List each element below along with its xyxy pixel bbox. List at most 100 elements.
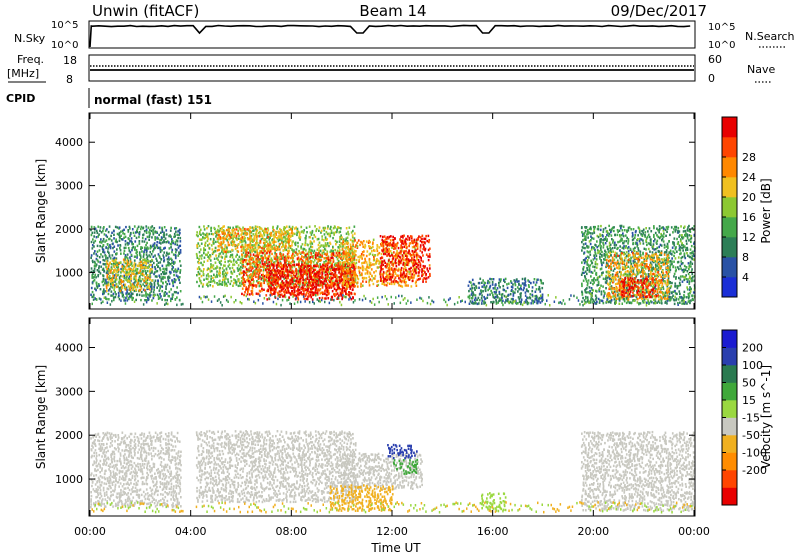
data-cell — [217, 284, 219, 286]
data-cell — [589, 250, 591, 252]
data-cell — [541, 287, 543, 289]
data-cell — [589, 254, 591, 256]
data-cell — [99, 245, 101, 247]
data-cell — [112, 284, 114, 286]
data-cell — [581, 249, 583, 251]
data-cell — [200, 229, 202, 231]
data-cell — [492, 294, 494, 296]
data-cell — [499, 291, 501, 293]
data-cell — [536, 288, 538, 290]
data-cell — [395, 247, 397, 249]
data-cell — [296, 277, 298, 279]
data-cell — [113, 246, 115, 248]
data-cell — [332, 290, 334, 292]
data-cell — [273, 238, 275, 240]
data-cell — [128, 285, 130, 287]
data-cell — [244, 240, 246, 242]
data-cell — [314, 280, 316, 282]
data-cell — [243, 252, 245, 254]
data-cell — [200, 282, 202, 284]
data-cell — [319, 263, 321, 265]
data-cell — [143, 256, 145, 258]
data-cell — [165, 229, 167, 231]
data-cell — [600, 259, 602, 261]
data-cell — [143, 270, 145, 272]
data-cell — [94, 268, 96, 270]
data-cell — [320, 280, 322, 282]
data-cell — [243, 265, 245, 267]
data-cell — [260, 234, 262, 236]
data-cell — [177, 240, 179, 242]
data-cell — [223, 269, 225, 271]
data-cell — [302, 260, 304, 262]
data-cell — [314, 225, 316, 227]
data-cell — [297, 231, 299, 233]
data-cell — [120, 235, 122, 237]
data-cell — [209, 243, 211, 245]
data-cell — [207, 285, 209, 287]
data-cell — [244, 244, 246, 246]
data-cell — [263, 289, 265, 291]
data-cell — [582, 297, 584, 299]
data-cell — [289, 245, 291, 247]
data-cell — [209, 284, 211, 286]
data-cell — [386, 248, 388, 250]
data-cell — [480, 290, 482, 292]
data-cell — [109, 275, 111, 277]
data-cell — [124, 233, 126, 235]
data-cell — [512, 283, 514, 285]
data-cell — [534, 278, 536, 280]
data-cell — [159, 293, 161, 295]
data-cell — [298, 286, 300, 288]
data-cell — [108, 281, 110, 283]
data-cell — [106, 290, 108, 292]
data-cell — [136, 231, 138, 233]
data-cell — [97, 255, 99, 257]
data-cell — [313, 265, 315, 267]
data-cell — [93, 294, 95, 296]
data-cell — [172, 293, 174, 295]
data-cell — [590, 232, 592, 234]
data-cell — [139, 294, 141, 296]
data-cell — [143, 274, 145, 276]
data-cell — [203, 252, 205, 254]
data-cell — [124, 275, 126, 277]
data-cell — [292, 281, 294, 283]
data-cell — [129, 256, 131, 258]
data-cell — [256, 272, 258, 274]
data-cell — [90, 257, 92, 259]
power-heatmap — [90, 225, 696, 307]
data-cell — [325, 274, 327, 276]
data-cell — [601, 267, 603, 269]
data-cell — [520, 295, 522, 297]
data-cell — [352, 256, 354, 258]
data-cell — [224, 265, 226, 267]
data-cell — [272, 226, 274, 228]
data-cell — [422, 241, 424, 243]
data-cell — [420, 249, 422, 251]
data-cell — [149, 229, 151, 231]
scatter-region — [468, 277, 544, 305]
data-cell — [271, 293, 273, 295]
data-cell — [334, 268, 336, 270]
data-cell — [210, 227, 212, 229]
data-cell — [164, 291, 166, 293]
data-cell — [401, 267, 403, 269]
data-cell — [166, 292, 168, 294]
data-cell — [153, 262, 155, 264]
data-cell — [173, 253, 175, 255]
data-cell — [294, 233, 296, 235]
data-cell — [255, 276, 257, 278]
data-cell — [237, 232, 239, 234]
data-cell — [292, 264, 294, 266]
data-cell — [122, 232, 124, 234]
data-cell — [164, 234, 166, 236]
data-cell — [350, 278, 352, 280]
data-cell — [472, 297, 474, 299]
data-cell — [350, 244, 352, 246]
data-cell — [120, 262, 122, 264]
data-cell — [226, 268, 228, 270]
data-cell — [581, 261, 583, 263]
data-cell — [354, 271, 356, 273]
data-cell — [224, 248, 226, 250]
